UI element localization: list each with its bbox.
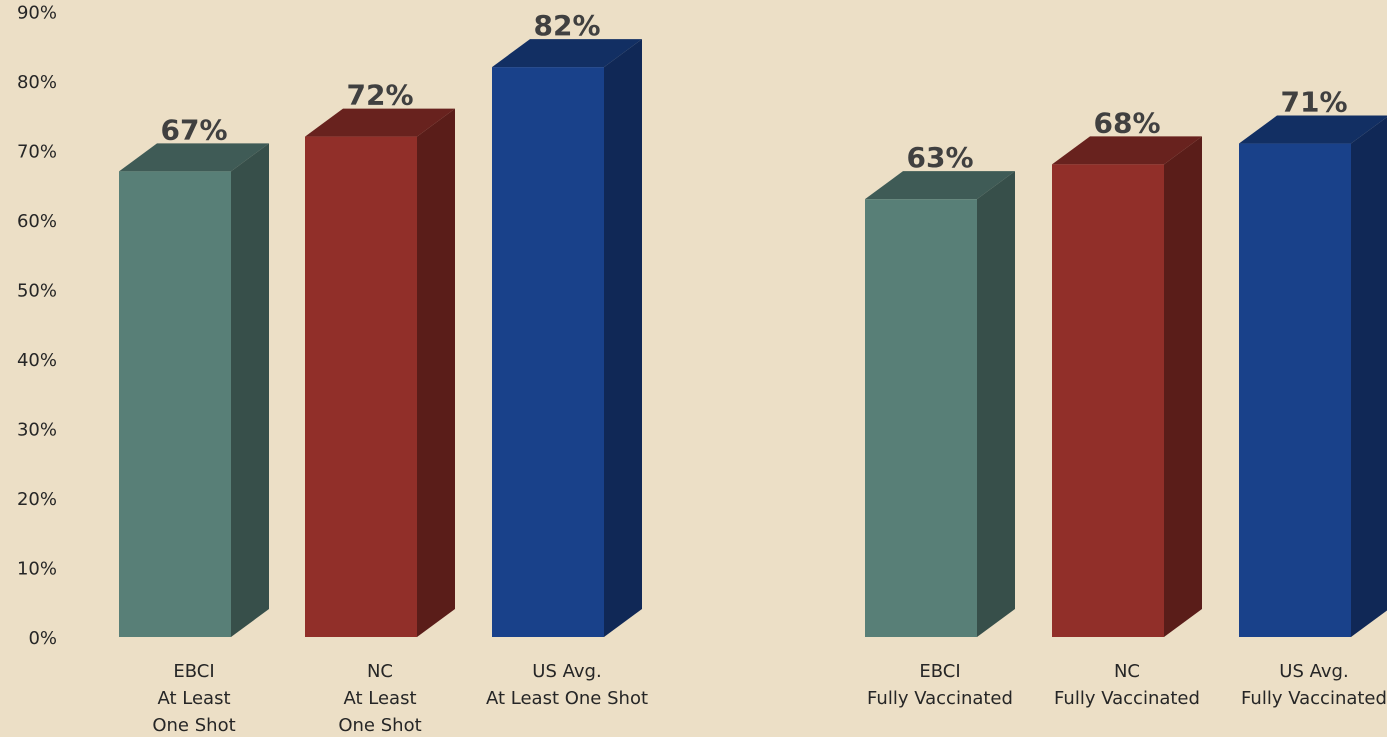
data-label: 68% (1093, 106, 1160, 139)
data-label: 63% (906, 141, 973, 174)
y-tick-label: 50% (17, 281, 57, 302)
bar-top (865, 171, 1015, 200)
category-labels: EBCI At Least One Shot NC At Least One Shot US… (152, 661, 1387, 736)
category-label-line: At Least (343, 688, 416, 709)
bar-front (305, 136, 417, 637)
category-label-line: One Shot (152, 715, 235, 736)
y-tick-label: 40% (17, 350, 57, 371)
category-label-line: Fully Vaccinated (867, 688, 1013, 709)
y-axis-ticks: 0% 10% 20% 30% 40% 50% 60% 70% 80% 90% (17, 3, 57, 650)
y-tick-label: 60% (17, 211, 57, 232)
category-label-line: EBCI (919, 661, 960, 682)
category-label: EBCI Fully Vaccinated (867, 661, 1013, 709)
category-label: NC Fully Vaccinated (1054, 661, 1200, 709)
category-label: EBCI At Least One Shot (152, 661, 235, 736)
bar-top (305, 108, 455, 137)
category-label: NC At Least One Shot (338, 661, 421, 736)
y-tick-label: 0% (28, 628, 57, 649)
y-tick-label: 90% (17, 3, 57, 24)
y-tick-label: 20% (17, 489, 57, 510)
y-tick-label: 30% (17, 420, 57, 441)
category-label-line: NC (367, 661, 393, 682)
bar (1052, 136, 1202, 637)
y-tick-label: 70% (17, 142, 57, 163)
bar (1239, 115, 1387, 638)
category-label-line: At Least One Shot (486, 688, 648, 709)
bar (119, 143, 269, 637)
category-label-line: Fully Vaccinated (1054, 688, 1200, 709)
y-tick-label: 10% (17, 559, 57, 580)
bar-front (492, 67, 604, 638)
bar-side (1351, 117, 1387, 637)
category-label: US Avg. At Least One Shot (486, 661, 648, 709)
category-label-line: US Avg. (532, 661, 601, 682)
bar-front (1052, 164, 1164, 637)
bar-top (119, 143, 269, 172)
bar-side (1164, 136, 1202, 637)
bar-front (1239, 143, 1351, 638)
data-label: 72% (346, 79, 413, 112)
bar-side (231, 143, 269, 637)
bar-side (417, 108, 455, 638)
category-label-line: One Shot (338, 715, 421, 736)
bar-top (492, 39, 642, 68)
bar-side (977, 171, 1015, 637)
category-label-line: NC (1114, 661, 1140, 682)
category-label: US Avg. Fully Vaccinated (1241, 661, 1387, 709)
category-label-line: EBCI (173, 661, 214, 682)
bar-series (119, 39, 1387, 638)
y-tick-label: 80% (17, 72, 57, 93)
category-label-line: At Least (157, 688, 230, 709)
bar (865, 171, 1015, 637)
bar-front (119, 171, 231, 637)
data-label: 82% (533, 9, 600, 42)
bar (492, 39, 642, 638)
category-label-line: US Avg. (1279, 661, 1348, 682)
category-label-line: Fully Vaccinated (1241, 688, 1387, 709)
data-label: 67% (160, 113, 227, 146)
bar-top (1239, 115, 1387, 144)
bar-top (1052, 136, 1202, 165)
bar-side (604, 39, 642, 638)
bar (305, 108, 455, 638)
bar-front (865, 199, 977, 637)
data-labels: 67% 72% 82% 63% 68% 71% (160, 9, 1347, 174)
data-label: 71% (1280, 86, 1347, 119)
